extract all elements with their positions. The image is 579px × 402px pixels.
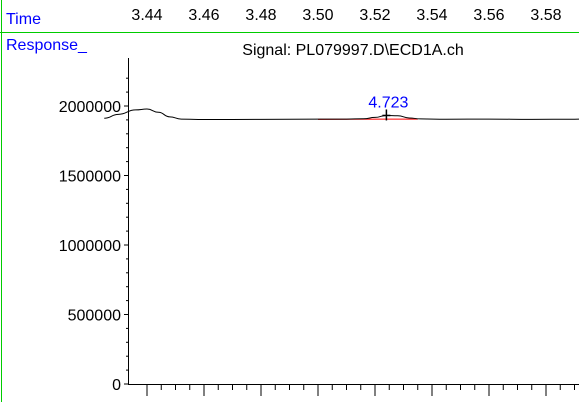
y-tick-label-1000000: 1000000: [59, 238, 121, 255]
x-tick-label-3.52: 3.52: [359, 7, 390, 24]
chart-title: Signal: PL079997.D\ECD1A.ch: [242, 42, 463, 59]
y-tick-label-1500000: 1500000: [59, 169, 121, 186]
x-axis-title: Time: [6, 11, 41, 28]
y-tick-label-500000: 500000: [68, 308, 121, 325]
x-tick-label-3.54: 3.54: [416, 7, 447, 24]
signal-trace: [104, 108, 579, 120]
y-tick-label-0: 0: [112, 377, 121, 394]
x-tick-label-3.46: 3.46: [188, 7, 219, 24]
x-tick-label-3.48: 3.48: [245, 7, 276, 24]
x-tick-label-3.58: 3.58: [530, 7, 561, 24]
peak-label: 4.723: [368, 94, 408, 111]
y-tick-label-2000000: 2000000: [59, 99, 121, 116]
x-tick-label-3.50: 3.50: [302, 7, 333, 24]
x-tick-label-3.44: 3.44: [131, 7, 162, 24]
x-tick-label-3.56: 3.56: [473, 7, 504, 24]
y-axis-title: Response_: [6, 37, 88, 54]
